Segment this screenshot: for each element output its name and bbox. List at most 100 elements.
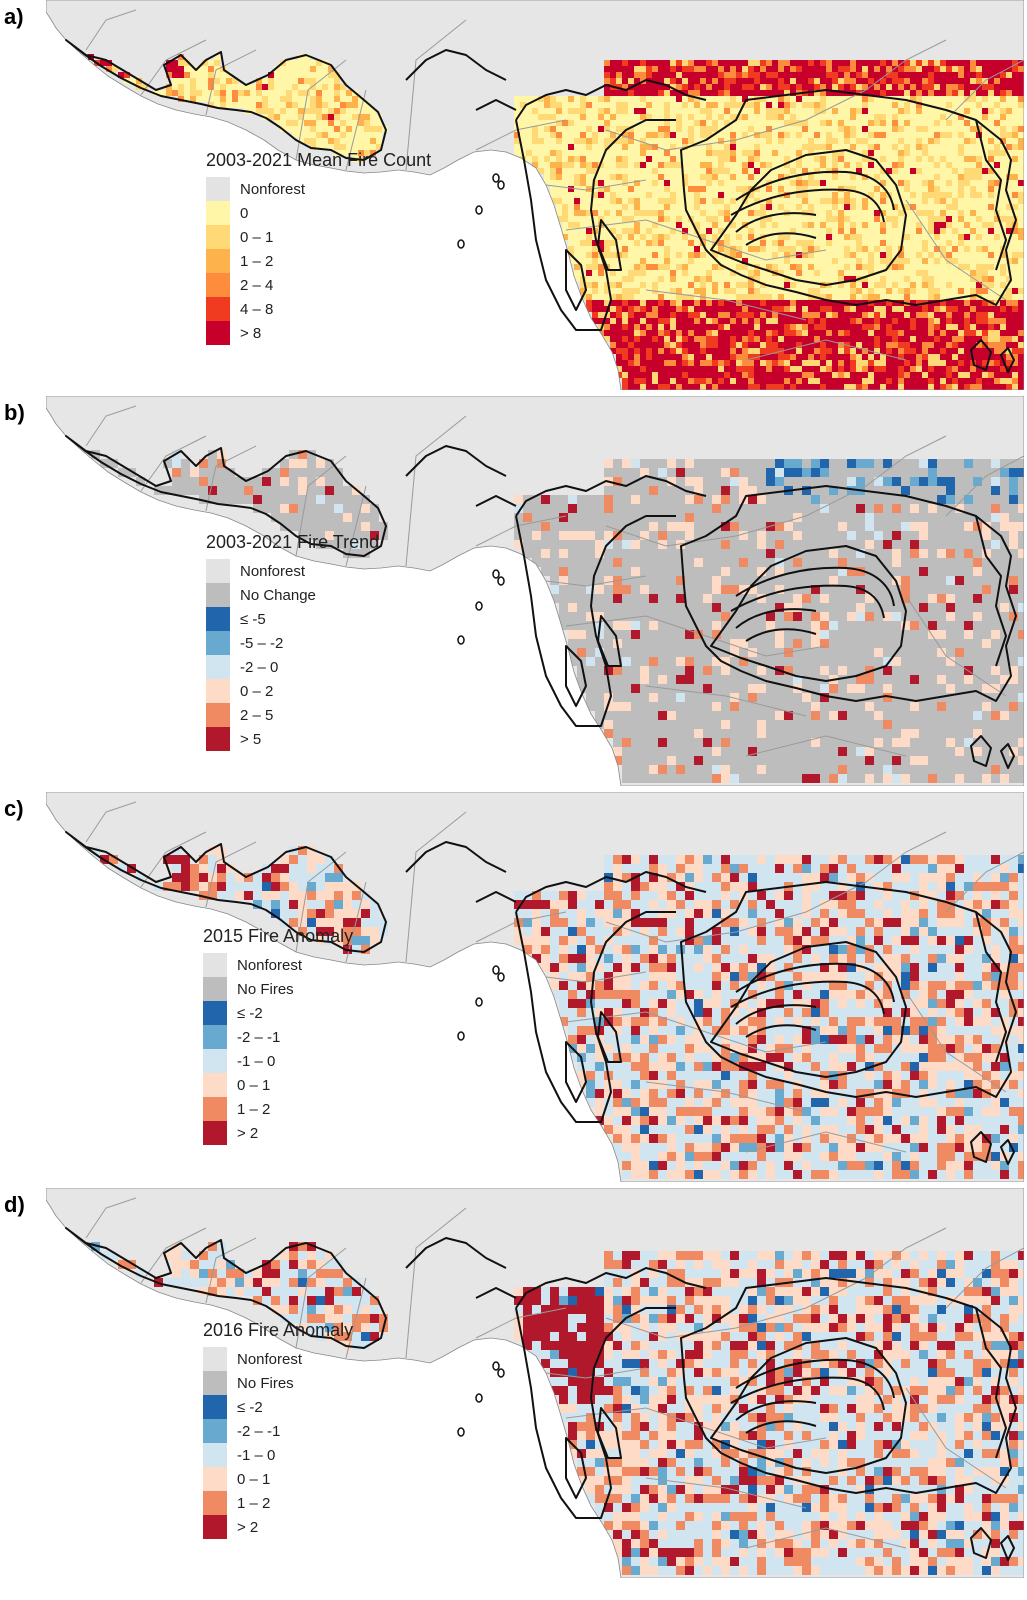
country-borders xyxy=(85,9,1024,361)
legend-label: No Fires xyxy=(237,980,294,998)
panel-d: d) 2016 Fire Anomaly Nonforest No Fires ≤ … xyxy=(0,1188,1027,1583)
forest-outlines xyxy=(65,1227,1017,1561)
forest-outlines xyxy=(65,831,1017,1165)
legend-swatch xyxy=(206,297,230,321)
island xyxy=(492,1361,500,1371)
legend-item: 0 – 2 xyxy=(206,679,486,703)
legend-swatch xyxy=(206,583,230,607)
legend-swatch xyxy=(203,1347,227,1371)
legend-item: 2 – 4 xyxy=(206,273,486,297)
legend-label: -5 – -2 xyxy=(240,634,284,652)
legend-swatch xyxy=(206,273,230,297)
legend-swatch xyxy=(206,679,230,703)
legend: 2015 Fire Anomaly Nonforest No Fires ≤ -2 -… xyxy=(203,926,483,1145)
coastline xyxy=(46,0,1024,390)
legend-label: 0 – 1 xyxy=(237,1470,271,1488)
legend-item: -2 – -1 xyxy=(203,1419,483,1443)
island xyxy=(497,180,505,190)
legend-label: -1 – 0 xyxy=(237,1052,276,1070)
legend-label: No Fires xyxy=(237,1374,294,1392)
legend-item: -2 – -1 xyxy=(203,1025,483,1049)
legend-swatch xyxy=(203,1097,227,1121)
legend-label: -2 – -1 xyxy=(237,1422,281,1440)
panel-c: c) 2015 Fire Anomaly Nonforest No Fires ≤ … xyxy=(0,792,1027,1187)
legend-label: 0 xyxy=(240,204,249,222)
island xyxy=(457,635,465,645)
legend-label: -2 – 0 xyxy=(240,658,279,676)
legend-swatch xyxy=(206,177,230,201)
island xyxy=(497,972,505,982)
island xyxy=(492,173,500,183)
legend-label: 1 – 2 xyxy=(237,1494,271,1512)
legend-swatch xyxy=(206,559,230,583)
legend-label: > 2 xyxy=(237,1124,259,1142)
legend-item: 0 xyxy=(206,201,486,225)
legend-item: > 5 xyxy=(206,727,486,751)
legend-swatch xyxy=(206,321,230,345)
legend: 2003-2021 Fire Trend Nonforest No Change ≤… xyxy=(206,532,486,751)
legend-swatch xyxy=(203,1121,227,1145)
legend-swatch xyxy=(203,1443,227,1467)
panel-label: b) xyxy=(4,400,25,425)
legend-item: Nonforest xyxy=(203,953,483,977)
country-borders xyxy=(85,801,1024,1153)
legend-swatch xyxy=(203,1073,227,1097)
fire-grid xyxy=(85,1197,1024,1575)
fire-grid xyxy=(85,9,1024,390)
island xyxy=(457,239,465,249)
legend-label: 0 – 2 xyxy=(240,682,274,700)
legend-item: Nonforest xyxy=(206,177,486,201)
legend-item: -1 – 0 xyxy=(203,1049,483,1073)
coastline xyxy=(46,792,1024,1182)
legend-swatch xyxy=(203,977,227,1001)
legend-item: -1 – 0 xyxy=(203,1443,483,1467)
legend-item: 4 – 8 xyxy=(206,297,486,321)
panel-label: d) xyxy=(4,1192,25,1217)
island xyxy=(492,569,500,579)
legend-label: 1 – 2 xyxy=(240,252,274,270)
legend-item: 1 – 2 xyxy=(206,249,486,273)
panel-label: c) xyxy=(4,796,24,821)
legend-swatch xyxy=(206,225,230,249)
legend-label: Nonforest xyxy=(237,1350,303,1368)
map-2015-fire-anomaly xyxy=(46,792,1024,1182)
island xyxy=(475,997,483,1007)
island xyxy=(457,1427,465,1437)
legend-item: > 2 xyxy=(203,1515,483,1539)
legend-item: No Change xyxy=(206,583,486,607)
legend-swatch xyxy=(203,1001,227,1025)
legend-item: 1 – 2 xyxy=(203,1491,483,1515)
legend-label: Nonforest xyxy=(240,180,306,198)
legend-label: 1 – 2 xyxy=(237,1100,271,1118)
panel-a: a) 2003-2021 Mean Fire Count Nonforest 0 0… xyxy=(0,0,1027,395)
legend-swatch xyxy=(206,703,230,727)
legend-item: 2 – 5 xyxy=(206,703,486,727)
legend-swatch xyxy=(206,607,230,631)
legend-item: 0 – 1 xyxy=(206,225,486,249)
legend-swatch xyxy=(203,1491,227,1515)
legend-label: > 5 xyxy=(240,730,262,748)
legend-swatch xyxy=(206,249,230,273)
island xyxy=(475,205,483,215)
legend-swatch xyxy=(203,1467,227,1491)
coastline xyxy=(46,396,1024,786)
legend-label: Nonforest xyxy=(240,562,306,580)
legend: 2016 Fire Anomaly Nonforest No Fires ≤ -2 -… xyxy=(203,1320,483,1539)
legend-label: No Change xyxy=(240,586,316,604)
legend-swatch xyxy=(203,1049,227,1073)
island xyxy=(497,1368,505,1378)
legend-swatch xyxy=(206,631,230,655)
legend-label: 0 – 1 xyxy=(240,228,274,246)
legend-label: 2 – 5 xyxy=(240,706,274,724)
legend-label: 0 – 1 xyxy=(237,1076,271,1094)
legend-item: -2 – 0 xyxy=(206,655,486,679)
legend-label: 2 – 4 xyxy=(240,276,274,294)
legend-item: Nonforest xyxy=(203,1347,483,1371)
panel-label: a) xyxy=(4,4,24,29)
map-fire-trend xyxy=(46,396,1024,786)
legend-swatch xyxy=(203,1025,227,1049)
legend-item: No Fires xyxy=(203,977,483,1001)
legend-label: ≤ -2 xyxy=(237,1398,263,1416)
island xyxy=(497,576,505,586)
legend-item: 0 – 1 xyxy=(203,1467,483,1491)
